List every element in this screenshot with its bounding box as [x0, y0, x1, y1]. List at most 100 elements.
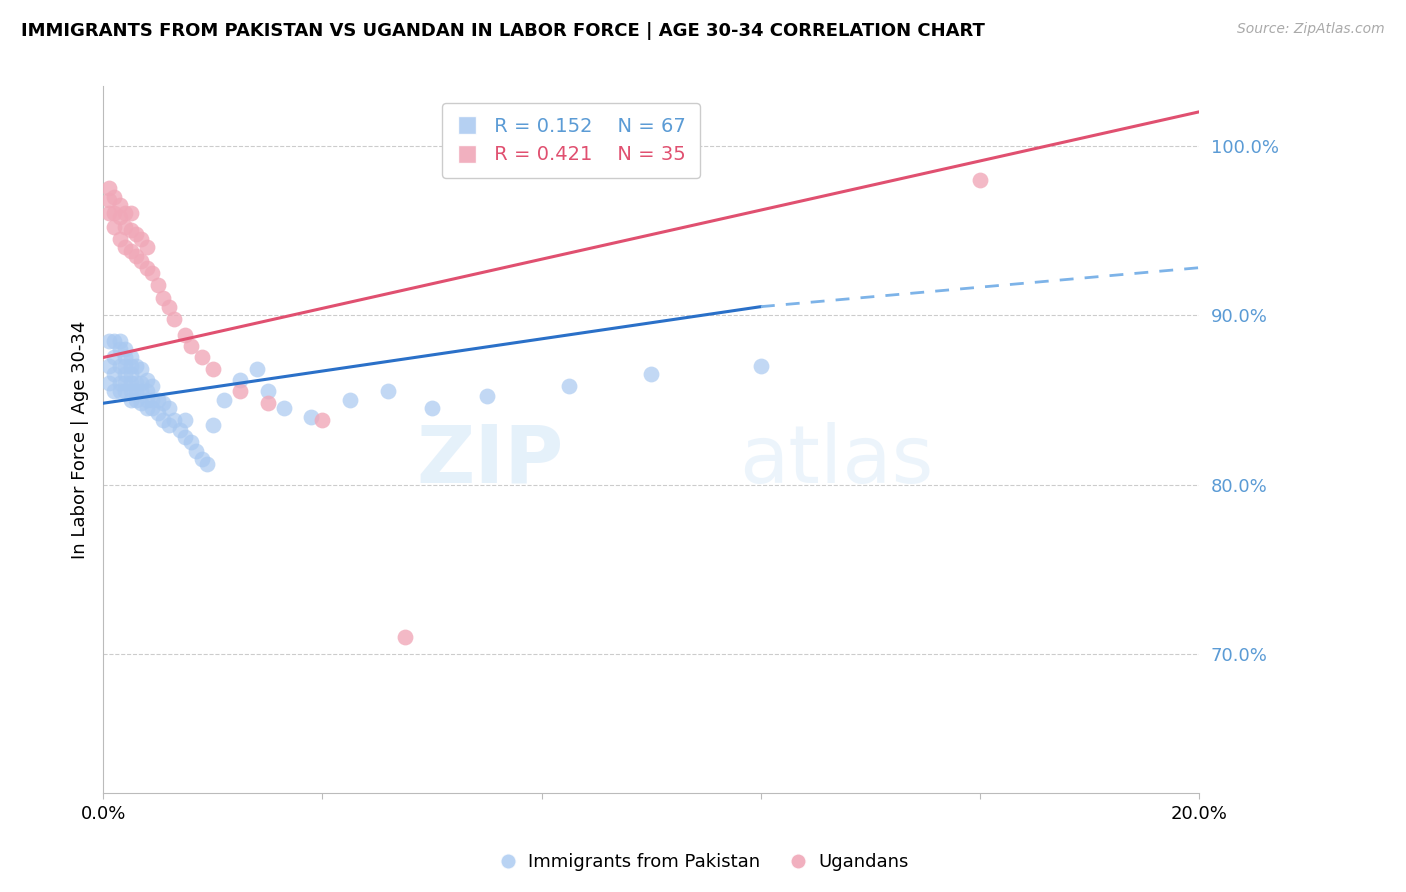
- Point: [103, 334, 125, 348]
- Point: [120, 368, 142, 382]
- Point: [191, 351, 214, 365]
- Point: [103, 384, 125, 399]
- Point: [108, 359, 131, 373]
- Point: [108, 342, 131, 356]
- Point: [131, 362, 153, 376]
- Legend:  R = 0.152    N = 67,  R = 0.421    N = 35: R = 0.152 N = 67, R = 0.421 N = 35: [441, 103, 700, 178]
- Point: [114, 342, 136, 356]
- Point: [131, 253, 153, 268]
- Point: [103, 219, 125, 234]
- Point: [114, 351, 136, 365]
- Point: [114, 376, 136, 390]
- Point: [146, 406, 169, 420]
- Point: [131, 396, 153, 410]
- Point: [201, 362, 224, 376]
- Point: [180, 338, 202, 352]
- Point: [152, 291, 174, 305]
- Point: [120, 376, 142, 390]
- Point: [120, 351, 142, 365]
- Point: [103, 368, 125, 382]
- Point: [394, 630, 416, 644]
- Text: Source: ZipAtlas.com: Source: ZipAtlas.com: [1237, 22, 1385, 37]
- Point: [131, 376, 153, 390]
- Point: [558, 379, 581, 393]
- Point: [141, 266, 163, 280]
- Point: [169, 423, 191, 437]
- Point: [152, 396, 174, 410]
- Point: [141, 401, 163, 416]
- Point: [420, 401, 443, 416]
- Point: [114, 359, 136, 373]
- Point: [229, 372, 252, 386]
- Point: [174, 413, 197, 427]
- Point: [152, 413, 174, 427]
- Point: [103, 206, 125, 220]
- Point: [311, 413, 333, 427]
- Point: [136, 240, 159, 254]
- Point: [131, 232, 153, 246]
- Point: [108, 334, 131, 348]
- Legend: Immigrants from Pakistan, Ugandans: Immigrants from Pakistan, Ugandans: [491, 847, 915, 879]
- Point: [108, 376, 131, 390]
- Point: [163, 311, 186, 326]
- Text: IMMIGRANTS FROM PAKISTAN VS UGANDAN IN LABOR FORCE | AGE 30-34 CORRELATION CHART: IMMIGRANTS FROM PAKISTAN VS UGANDAN IN L…: [21, 22, 986, 40]
- Point: [195, 457, 218, 471]
- Point: [114, 219, 136, 234]
- Point: [125, 384, 148, 399]
- Point: [114, 206, 136, 220]
- Point: [273, 401, 295, 416]
- Point: [97, 193, 120, 207]
- Point: [136, 401, 159, 416]
- Point: [125, 376, 148, 390]
- Point: [141, 392, 163, 407]
- Point: [97, 206, 120, 220]
- Point: [174, 430, 197, 444]
- Point: [256, 384, 278, 399]
- Point: [201, 418, 224, 433]
- Point: [157, 401, 180, 416]
- Point: [120, 392, 142, 407]
- Point: [125, 392, 148, 407]
- Point: [120, 223, 142, 237]
- Point: [108, 210, 131, 224]
- Point: [120, 359, 142, 373]
- Point: [377, 384, 399, 399]
- Point: [191, 452, 214, 467]
- Point: [114, 240, 136, 254]
- Point: [339, 392, 361, 407]
- Point: [97, 334, 120, 348]
- Point: [246, 362, 269, 376]
- Point: [212, 392, 235, 407]
- Point: [256, 396, 278, 410]
- Point: [475, 389, 498, 403]
- Point: [97, 359, 120, 373]
- Point: [749, 359, 772, 373]
- Point: [136, 260, 159, 275]
- Point: [229, 384, 252, 399]
- Point: [108, 384, 131, 399]
- Point: [114, 384, 136, 399]
- Point: [174, 328, 197, 343]
- Point: [97, 376, 120, 390]
- Text: ZIP: ZIP: [416, 422, 564, 500]
- Point: [180, 435, 202, 450]
- Point: [108, 198, 131, 212]
- Point: [146, 392, 169, 407]
- Y-axis label: In Labor Force | Age 30-34: In Labor Force | Age 30-34: [72, 320, 89, 559]
- Point: [157, 300, 180, 314]
- Point: [120, 384, 142, 399]
- Point: [131, 384, 153, 399]
- Point: [120, 244, 142, 258]
- Text: atlas: atlas: [740, 422, 934, 500]
- Point: [114, 368, 136, 382]
- Point: [299, 409, 322, 424]
- Point: [640, 368, 662, 382]
- Point: [136, 392, 159, 407]
- Point: [146, 277, 169, 292]
- Point: [136, 372, 159, 386]
- Point: [157, 418, 180, 433]
- Point: [136, 384, 159, 399]
- Point: [186, 443, 208, 458]
- Point: [103, 351, 125, 365]
- Point: [163, 413, 186, 427]
